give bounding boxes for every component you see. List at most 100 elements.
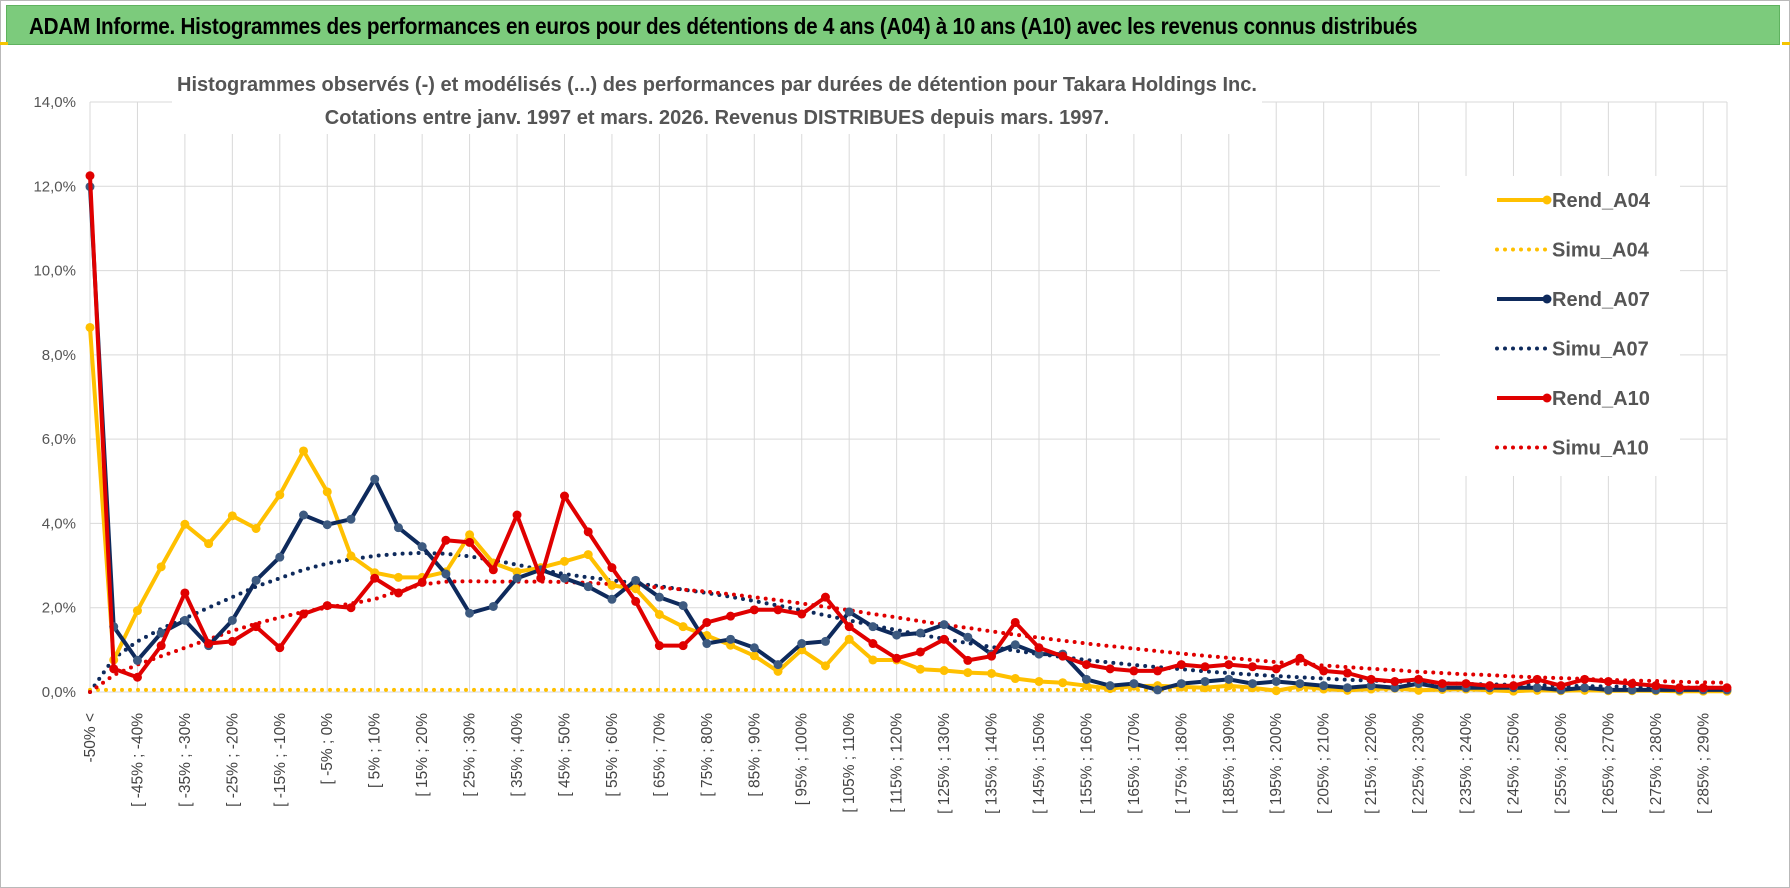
x-tick-label: [ 35% ; 40% <box>509 713 526 797</box>
series-lines <box>85 171 1732 696</box>
legend: Rend_A04 Simu_A04 Rend_A07 Simu_A07 Rend_A10… <box>1440 176 1680 476</box>
data-point <box>1580 674 1590 684</box>
data-point <box>726 611 736 621</box>
data-point <box>275 552 285 562</box>
chart-title-background <box>172 66 1262 134</box>
data-point <box>1271 686 1281 696</box>
data-point <box>1010 674 1020 684</box>
data-point <box>1627 685 1637 695</box>
data-point <box>654 592 664 602</box>
data-point <box>1603 685 1613 695</box>
y-axis-ticks: 0,0% 2,0% 4,0% 6,0% 8,0% 10,0% 12,0% 14,0% <box>33 94 76 701</box>
data-point <box>1010 617 1020 627</box>
data-point <box>1319 681 1329 691</box>
x-tick-label: [ 195% ; 200% <box>1268 713 1285 814</box>
data-point <box>393 588 403 598</box>
data-point <box>465 608 475 618</box>
data-point <box>1129 679 1139 689</box>
data-point <box>488 601 498 611</box>
x-tick-label: [ 275% ; 280% <box>1648 713 1665 814</box>
data-point <box>1224 674 1234 684</box>
series-rend-a07 <box>85 182 1732 695</box>
data-point <box>251 523 261 533</box>
data-point <box>844 634 854 644</box>
data-point <box>1200 662 1210 672</box>
data-point <box>1319 666 1329 676</box>
data-point <box>299 446 309 456</box>
y-tick-label: 2,0% <box>42 600 76 617</box>
data-point <box>1129 666 1139 676</box>
data-point <box>1698 683 1708 693</box>
data-point <box>1366 681 1376 691</box>
data-point <box>1532 683 1542 693</box>
data-point <box>1342 683 1352 693</box>
data-point <box>844 622 854 632</box>
data-point <box>227 511 237 521</box>
data-point <box>1722 683 1732 693</box>
legend-item: Simu_A04 <box>1495 240 1650 262</box>
data-point <box>678 622 688 632</box>
data-point <box>1414 685 1424 695</box>
data-point <box>441 569 451 579</box>
x-tick-label: [ 85% ; 90% <box>746 713 763 797</box>
data-point <box>607 580 617 590</box>
data-point <box>417 577 427 587</box>
data-point <box>559 491 569 501</box>
series-simu-a10 <box>88 579 1729 694</box>
data-point <box>1651 681 1661 691</box>
legend-item: Rend_A10 <box>1497 388 1650 410</box>
y-tick-label: 10,0% <box>33 263 76 280</box>
chart-title-line-2: Cotations entre janv. 1997 et mars. 2026… <box>325 107 1109 129</box>
data-point <box>1034 643 1044 653</box>
x-tick-label: [ 45% ; 50% <box>556 713 573 797</box>
data-point <box>1437 679 1447 689</box>
x-tick-label: [ 75% ; 80% <box>699 713 716 797</box>
data-point <box>1532 674 1542 684</box>
y-tick-label: 8,0% <box>42 347 76 364</box>
data-point <box>512 567 522 577</box>
data-point <box>1034 649 1044 659</box>
data-point <box>1224 660 1234 670</box>
data-point <box>465 537 475 547</box>
data-point <box>797 609 807 619</box>
data-point <box>1295 679 1305 689</box>
series-simu-a07 <box>88 550 1729 694</box>
data-point <box>631 596 641 606</box>
data-point <box>1081 674 1091 684</box>
data-point <box>227 615 237 625</box>
data-point <box>1176 679 1186 689</box>
data-point <box>607 563 617 573</box>
x-tick-label: [ 15% ; 20% <box>414 713 431 797</box>
report-banner: ADAM Informe. Histogrammes des performan… <box>6 5 1780 45</box>
data-point <box>275 490 285 500</box>
data-point <box>251 622 261 632</box>
data-point <box>631 575 641 585</box>
data-point <box>1081 660 1091 670</box>
data-point <box>322 520 332 530</box>
data-point <box>1248 662 1258 672</box>
data-point <box>939 634 949 644</box>
data-point <box>915 628 925 638</box>
data-point <box>156 562 166 572</box>
series-line <box>88 550 1729 694</box>
data-point <box>299 609 309 619</box>
x-tick-label: [ 235% ; 240% <box>1458 713 1475 814</box>
data-point <box>299 510 309 520</box>
data-point <box>820 592 830 602</box>
data-point <box>1105 681 1115 691</box>
legend-label: Simu_A04 <box>1552 240 1650 262</box>
data-point <box>322 487 332 497</box>
x-axis-ticks: -50% < [ -45% ; -40% [ -35% ; -30% [ -25% ;… <box>82 713 1712 814</box>
data-point <box>109 664 119 674</box>
data-point <box>85 322 95 332</box>
data-point <box>702 639 712 649</box>
data-point <box>1485 681 1495 691</box>
data-point <box>180 615 190 625</box>
data-point <box>322 601 332 611</box>
series-rend-a10 <box>85 171 1732 693</box>
data-point <box>1034 676 1044 686</box>
legend-item: Rend_A04 <box>1497 190 1651 212</box>
data-point <box>678 601 688 611</box>
data-point <box>915 647 925 657</box>
data-point <box>1105 664 1115 674</box>
